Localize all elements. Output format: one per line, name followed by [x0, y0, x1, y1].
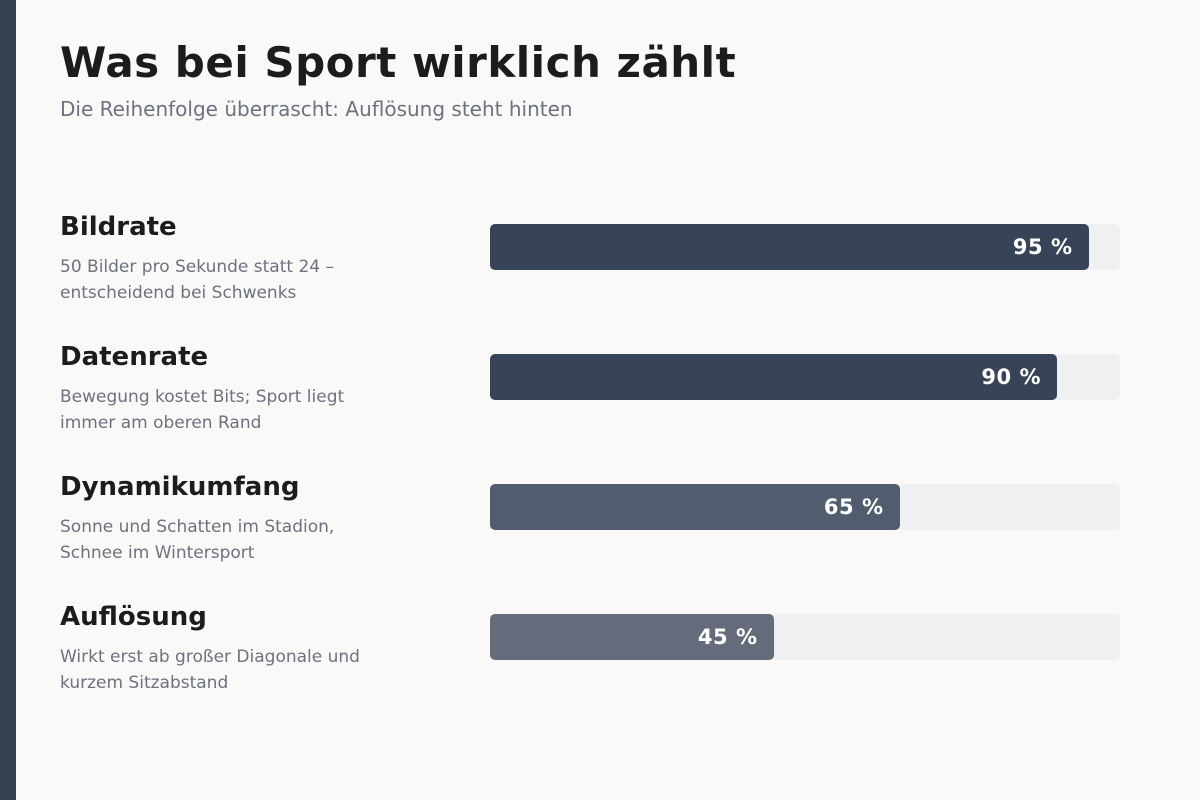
bar-value-label: 65 %	[823, 495, 884, 519]
category-description: Bewegung kostet Bits; Sport liegt immer …	[60, 387, 345, 433]
category-description: Sonne und Schatten im Stadion, Schnee im…	[60, 517, 335, 563]
category-label: Bildrate	[60, 212, 177, 242]
bar-value-label: 45 %	[697, 625, 758, 649]
chart-row: Datenrate Bewegung kostet Bits; Sport li…	[60, 342, 1120, 452]
bar-track: 90 %	[490, 354, 1120, 400]
chart-row: Dynamikumfang Sonne und Schatten im Stad…	[60, 472, 1120, 582]
chart-row: Bildrate 50 Bilder pro Sekunde statt 24 …	[60, 212, 1120, 322]
category-description: 50 Bilder pro Sekunde statt 24 – entsche…	[60, 257, 334, 303]
bar-value-label: 90 %	[981, 365, 1041, 389]
bar-track: 45 %	[490, 614, 1120, 660]
category-label: Auflösung	[60, 602, 207, 632]
bar: 90 %	[490, 354, 1057, 400]
category-description: Wirkt erst ab großer Diagonale und kurze…	[60, 647, 360, 693]
bar: 45 %	[490, 614, 774, 660]
page-title: Was bei Sport wirklich zählt	[60, 38, 737, 87]
bar: 65 %	[490, 484, 900, 530]
chart-row: Auflösung Wirkt erst ab großer Diagonale…	[60, 602, 1120, 712]
bar-track: 65 %	[490, 484, 1120, 530]
bar-track: 95 %	[490, 224, 1120, 270]
category-label: Datenrate	[60, 342, 209, 372]
accent-stripe	[0, 0, 16, 800]
bar: 95 %	[490, 224, 1089, 270]
page-subtitle: Die Reihenfolge überrascht: Auflösung st…	[60, 97, 573, 121]
category-label: Dynamikumfang	[60, 472, 300, 502]
bar-value-label: 95 %	[1012, 235, 1073, 259]
